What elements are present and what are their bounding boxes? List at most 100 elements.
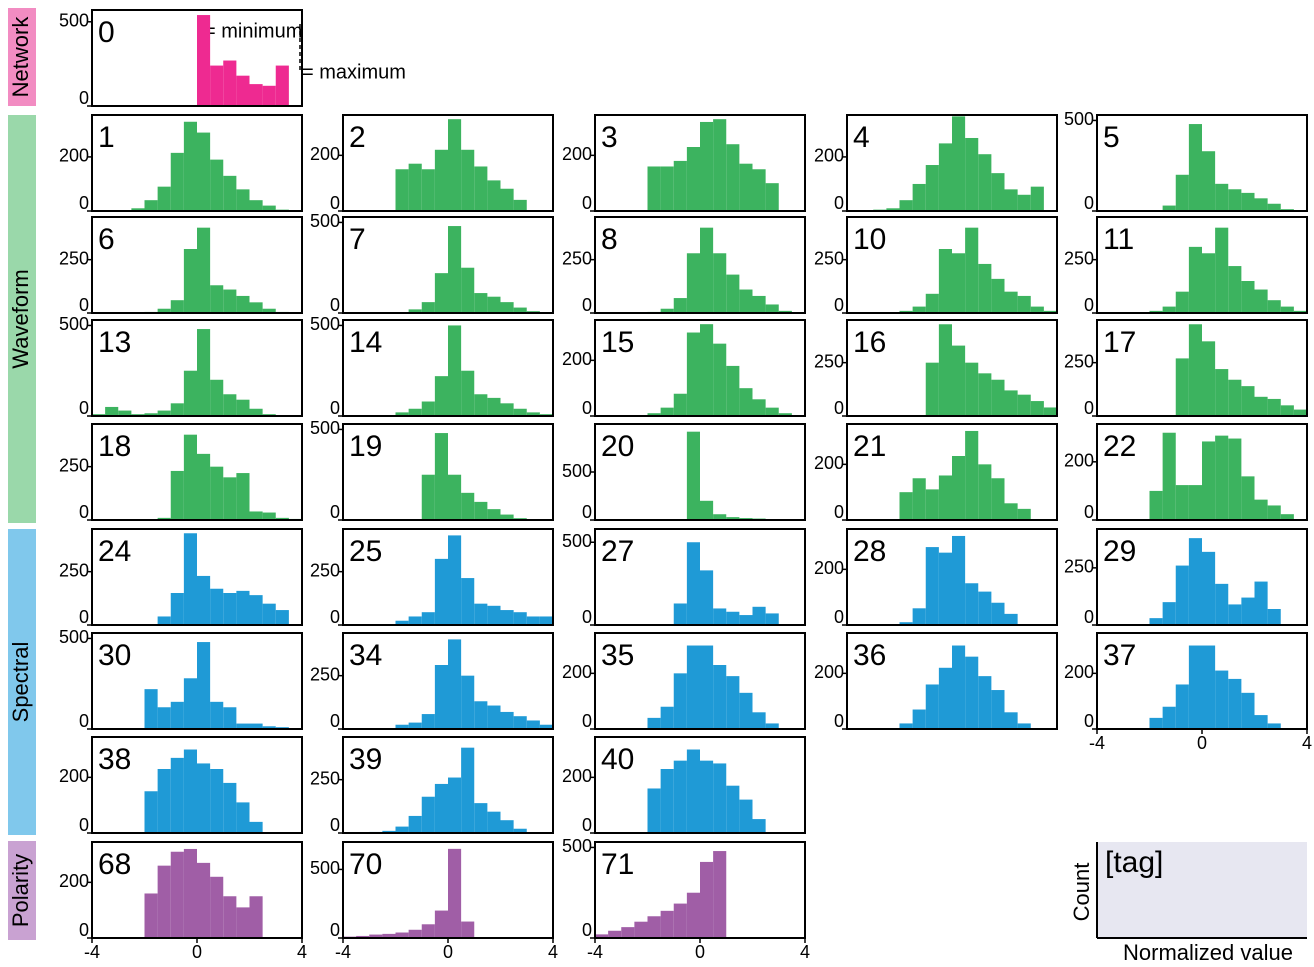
bar [726,365,740,416]
bar [991,173,1005,211]
bar [925,165,939,211]
bar [700,760,714,833]
plot-frame [91,528,303,626]
bar [170,757,184,833]
bar [210,701,224,729]
y-tick-label: 250 [814,351,844,371]
bar [660,769,674,833]
y-tick-label: 200 [562,349,592,369]
bar [726,611,740,625]
bar [395,932,409,938]
y-tick-label: 0 [582,295,592,315]
bar [1188,246,1202,313]
bar [938,552,952,625]
bar [487,397,501,416]
bar [1267,398,1281,416]
bar [673,760,687,833]
bar [539,616,553,625]
bar [978,591,992,625]
y-tick-label: 250 [562,248,592,268]
panel-title: 0 [98,16,115,49]
bar [210,285,224,313]
plot-frame [91,423,303,521]
bar [1228,266,1242,313]
bar [673,160,687,211]
bar [382,830,396,833]
bar [1017,723,1031,729]
bar [105,406,119,416]
bar [395,620,409,625]
bar [197,642,211,729]
y-tick-label: 250 [310,768,340,788]
plot-frame [594,736,806,834]
panel-title: 28 [853,535,886,568]
y-tick-label: 500 [310,314,340,334]
bar [157,707,171,729]
bar [369,934,383,938]
bar [1293,409,1307,416]
plot-frame [91,9,303,107]
y-tick-label: 0 [834,711,844,731]
y-tick-label: 0 [330,295,340,315]
group-band [8,115,36,523]
bar [500,514,514,520]
bar [487,811,501,833]
group-band [8,8,36,106]
bar [621,927,635,938]
bar [1280,514,1294,520]
bar [1202,341,1216,416]
bar [726,517,740,520]
bar [236,75,250,106]
y-tick-label: 0 [582,920,592,940]
bar [1149,490,1163,520]
bar [197,862,211,938]
bar [726,274,740,313]
panel-title: 22 [1103,430,1136,463]
bar [382,933,396,938]
y-tick-label: 0 [834,398,844,418]
bar [1017,508,1031,520]
bar [1202,151,1216,211]
bar [978,154,992,211]
bar [1162,432,1176,520]
bar [474,501,488,520]
bar [634,921,648,938]
bar [700,500,714,520]
bar [925,293,939,313]
plot-frame [846,528,1058,626]
panel-title: 24 [98,535,131,568]
bar [965,583,979,625]
bar [275,517,289,520]
plot-frame [846,114,1058,212]
bar [886,208,900,211]
bar [739,289,753,313]
y-tick-label: 0 [1084,398,1094,418]
plot-frame [342,736,554,834]
bar [726,785,740,833]
bar [1241,281,1255,313]
y-tick-label: 200 [562,662,592,682]
bar [513,612,527,625]
bar [448,848,462,938]
bar [660,166,674,211]
bar [1202,645,1216,729]
bar [1254,581,1268,625]
key-panel [1097,842,1307,938]
bar [713,665,727,729]
bar [461,492,475,520]
plot-frame [846,423,1058,521]
bar [144,791,158,833]
bar [1004,189,1018,211]
bar [1202,551,1216,625]
x-tick-label: -4 [1089,733,1105,753]
bar [236,907,250,938]
bar [673,603,687,625]
bar [197,575,211,625]
bar [395,412,409,416]
bar [965,656,979,729]
y-tick-label: 0 [582,607,592,627]
key-tag: [tag] [1105,846,1163,879]
plot-frame [594,216,806,314]
bar [223,593,237,625]
bar [686,431,700,520]
